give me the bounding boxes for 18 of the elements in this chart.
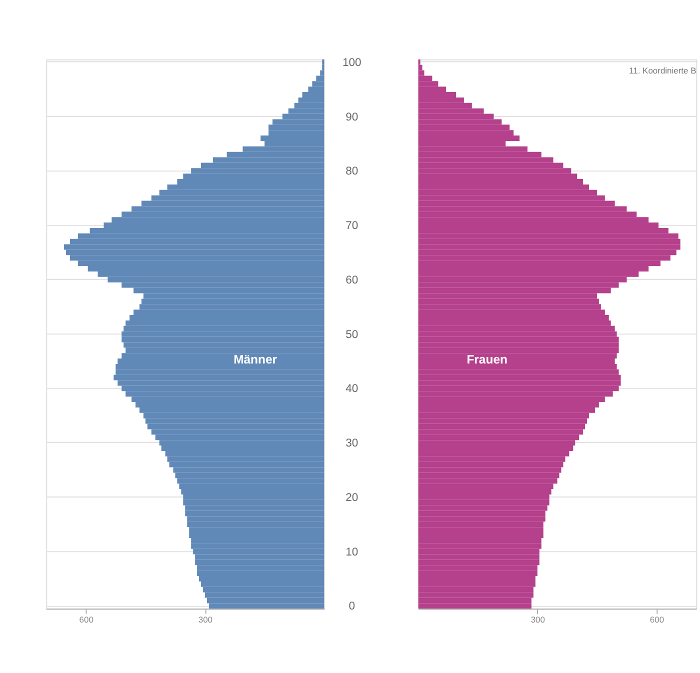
y-tick-label: 90 (346, 111, 358, 124)
y-tick-label: 70 (346, 220, 358, 232)
y-tick-label: 60 (346, 274, 358, 286)
x-tick-label: 300 (530, 614, 546, 624)
x-tick-label: 600 (650, 614, 664, 624)
y-tick-label: 50 (346, 328, 358, 341)
series-label: Männer (234, 352, 278, 367)
series-label: Frauen (466, 352, 508, 367)
y-tick-label: 80 (346, 166, 358, 178)
y-tick-label: 10 (346, 546, 358, 558)
y-tick-label: 30 (346, 438, 358, 450)
x-tick-label: 600 (79, 614, 94, 624)
y-tick-label: 20 (346, 492, 358, 504)
x-tick-label: 300 (198, 614, 213, 624)
y-tick-label: 40 (346, 383, 358, 396)
y-tick-label: 100 (342, 56, 362, 69)
y-tick-label: 0 (348, 600, 356, 613)
annotation: 11. Koordinierte B (629, 66, 697, 76)
